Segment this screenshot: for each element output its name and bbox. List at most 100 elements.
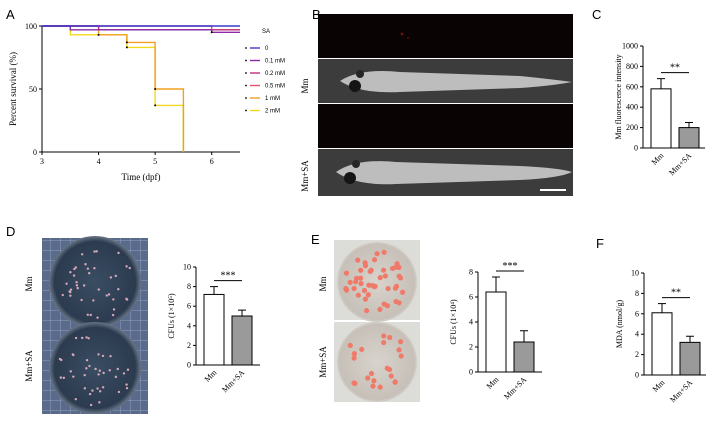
colony: [80, 298, 83, 302]
x-tick-label: 4: [97, 157, 101, 166]
y-tick-label: 10: [631, 269, 639, 278]
zebrafish-larva: [336, 161, 572, 185]
colony: [117, 251, 120, 255]
colony: [81, 336, 84, 340]
colony: [89, 313, 92, 317]
significance-marker: **: [671, 288, 681, 299]
panel-label-d: D: [6, 224, 15, 239]
censor-mark: [154, 88, 157, 90]
colony: [88, 272, 91, 275]
x-tick-label: Mm: [203, 368, 219, 384]
fluorescence-spot: [407, 37, 409, 39]
colony: [59, 376, 63, 379]
colony: [384, 365, 390, 371]
colony: [384, 303, 391, 309]
colony: [359, 346, 365, 352]
colony: [365, 375, 371, 381]
colony: [385, 285, 391, 292]
panel-label-f: F: [596, 236, 604, 251]
y-tick-label: 8: [469, 268, 473, 277]
colony: [382, 273, 388, 279]
y-tick-label: 4: [635, 330, 639, 339]
colony: [380, 267, 387, 273]
colony: [125, 298, 129, 301]
colony: [398, 339, 404, 345]
y-tick-label: 6: [187, 302, 191, 311]
legend-label: 2 mM: [265, 109, 280, 115]
image-label-mm-sa: Mm+SA: [300, 160, 310, 192]
legend-marker: [245, 59, 247, 62]
panel-label-b: B: [312, 7, 321, 22]
survival-chart: 3 4 5 6 0 50 100 Time (dpf) Percent survival (%)…: [8, 22, 285, 182]
colony: [74, 398, 77, 401]
panel-label-a: A: [6, 7, 15, 22]
image-label-mm: Mm: [318, 276, 328, 291]
censor-mark: [210, 31, 213, 34]
colony: [93, 250, 96, 253]
y-tick-label: 2: [635, 350, 639, 359]
colony: [91, 389, 94, 392]
colony: [85, 336, 88, 339]
y-tick-label: 6: [469, 293, 473, 302]
colony: [105, 294, 109, 297]
censor-mark: [97, 33, 100, 36]
zebrafish-images: [318, 14, 573, 196]
colony: [98, 390, 102, 393]
x-axis-label: Time (dpf): [122, 172, 161, 182]
colony: [85, 358, 89, 362]
colony: [72, 274, 76, 277]
colony: [72, 375, 75, 378]
x-tick-label: 3: [40, 157, 44, 166]
y-tick-label: 400: [626, 103, 638, 112]
colony: [377, 384, 383, 390]
colony: [355, 257, 361, 263]
y-axis-label: MDA (nmol/g): [615, 300, 624, 349]
colony: [351, 351, 358, 357]
x-tick-label: Mm+SA: [668, 378, 694, 404]
colony: [116, 367, 119, 371]
bar: [485, 291, 507, 373]
bar: [231, 315, 253, 366]
colony: [381, 333, 387, 339]
colony: [96, 387, 99, 390]
colony: [101, 354, 105, 358]
colony: [107, 293, 111, 296]
colony: [98, 369, 101, 372]
x-tick-label: Mm+SA: [220, 368, 246, 394]
colony: [126, 368, 130, 371]
significance-marker: ***: [221, 271, 236, 282]
colony: [97, 373, 100, 376]
x-tick-label: 5: [153, 157, 157, 166]
colony: [358, 280, 364, 287]
colony: [117, 390, 121, 394]
bar: [513, 341, 535, 373]
colony: [97, 353, 100, 356]
y-tick-label: 200: [626, 123, 638, 132]
colony: [85, 367, 88, 370]
colony: [366, 282, 372, 288]
colony: [125, 383, 128, 386]
legend-label: 0.1 mM: [265, 59, 285, 65]
bacterial-colonies: [58, 250, 131, 407]
colony: [381, 339, 387, 346]
y-axis-label: CFUs (1×10⁵): [167, 293, 176, 339]
colony: [83, 373, 86, 377]
colony: [347, 279, 353, 285]
x-tick-label: Mm+SA: [667, 151, 693, 177]
colony: [96, 316, 99, 319]
colony: [89, 403, 93, 407]
colony: [368, 267, 374, 273]
colony: [65, 282, 68, 285]
y-tick-label: 600: [626, 82, 638, 91]
bar-chart-mda: 0 2 4 6 8 10 MDA (nmol/g) Mm Mm+SA **: [615, 269, 706, 404]
colony: [361, 287, 368, 294]
colony: [393, 283, 400, 289]
y-tick-label: 0: [635, 371, 639, 380]
colony: [93, 267, 96, 270]
colony: [362, 296, 369, 302]
colony: [365, 292, 371, 298]
colony: [69, 288, 73, 291]
colony: [73, 267, 76, 271]
bar: [679, 341, 701, 376]
